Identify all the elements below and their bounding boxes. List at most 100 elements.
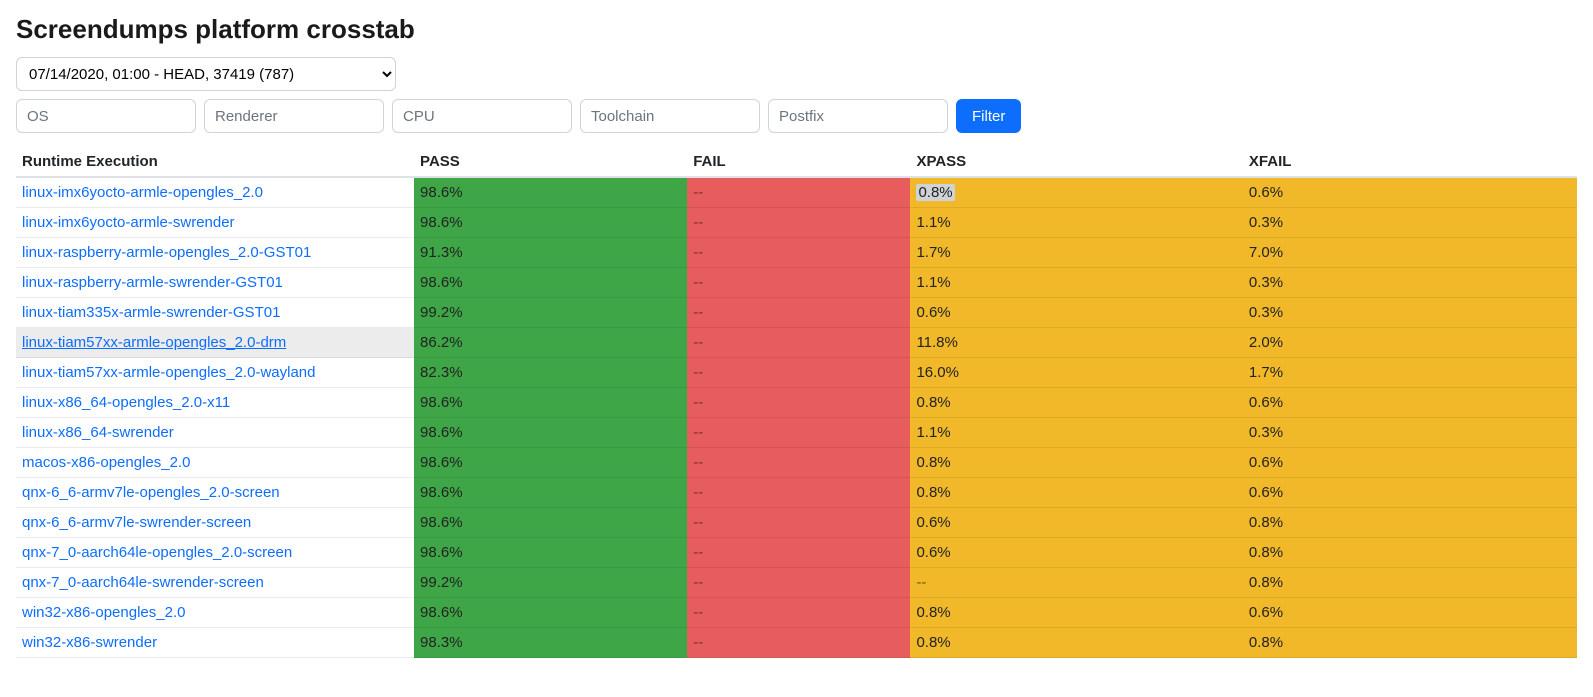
fail-cell[interactable]: -- [687, 358, 910, 388]
filter-button[interactable]: Filter [956, 99, 1021, 133]
col-header-fail[interactable]: FAIL [687, 147, 910, 177]
xpass-cell[interactable]: 0.6% [910, 508, 1242, 538]
runtime-link[interactable]: win32-x86-opengles_2.0 [22, 604, 185, 621]
fail-cell[interactable]: -- [687, 628, 910, 658]
xfail-cell[interactable]: 7.0% [1243, 238, 1577, 268]
runtime-cell: linux-raspberry-armle-swrender-GST01 [16, 268, 414, 298]
fail-cell[interactable]: -- [687, 508, 910, 538]
xfail-cell[interactable]: 0.8% [1243, 628, 1577, 658]
pass-cell[interactable]: 98.3% [414, 628, 687, 658]
xfail-cell[interactable]: 0.6% [1243, 388, 1577, 418]
pass-cell[interactable]: 98.6% [414, 508, 687, 538]
runtime-link[interactable]: linux-imx6yocto-armle-opengles_2.0 [22, 184, 263, 201]
runtime-link[interactable]: linux-tiam57xx-armle-opengles_2.0-waylan… [22, 364, 315, 381]
table-row: linux-raspberry-armle-opengles_2.0-GST01… [16, 238, 1577, 268]
runtime-link[interactable]: qnx-6_6-armv7le-swrender-screen [22, 514, 251, 531]
runtime-link[interactable]: qnx-7_0-aarch64le-swrender-screen [22, 574, 264, 591]
runtime-link[interactable]: linux-imx6yocto-armle-swrender [22, 214, 235, 231]
postfix-filter-input[interactable] [768, 99, 948, 133]
xpass-cell[interactable]: 0.8% [910, 177, 1242, 208]
table-row: linux-imx6yocto-armle-opengles_2.0 98.6%-… [16, 177, 1577, 208]
runtime-link[interactable]: win32-x86-swrender [22, 634, 157, 651]
fail-cell[interactable]: -- [687, 298, 910, 328]
xfail-cell[interactable]: 0.3% [1243, 418, 1577, 448]
xpass-cell[interactable]: 1.1% [910, 208, 1242, 238]
col-header-pass[interactable]: PASS [414, 147, 687, 177]
fail-cell[interactable]: -- [687, 177, 910, 208]
build-select[interactable]: 07/14/2020, 01:00 - HEAD, 37419 (787) [16, 57, 396, 91]
xfail-cell[interactable]: 0.6% [1243, 177, 1577, 208]
runtime-link[interactable]: linux-x86_64-opengles_2.0-x11 [22, 394, 230, 411]
page-title: Screendumps platform crosstab [16, 14, 1577, 45]
pass-cell[interactable]: 99.2% [414, 298, 687, 328]
xpass-cell[interactable]: 0.8% [910, 388, 1242, 418]
runtime-link[interactable]: linux-x86_64-swrender [22, 424, 174, 441]
fail-cell[interactable]: -- [687, 598, 910, 628]
table-row: win32-x86-swrender98.3%--0.8%0.8% [16, 628, 1577, 658]
os-filter-input[interactable] [16, 99, 196, 133]
xpass-cell[interactable]: 0.8% [910, 478, 1242, 508]
renderer-filter-input[interactable] [204, 99, 384, 133]
fail-cell[interactable]: -- [687, 538, 910, 568]
pass-cell[interactable]: 98.6% [414, 388, 687, 418]
pass-cell[interactable]: 98.6% [414, 538, 687, 568]
xpass-cell[interactable]: 0.8% [910, 448, 1242, 478]
fail-cell[interactable]: -- [687, 328, 910, 358]
pass-cell[interactable]: 98.6% [414, 208, 687, 238]
pass-cell[interactable]: 98.6% [414, 418, 687, 448]
xpass-cell[interactable]: 11.8% [910, 328, 1242, 358]
runtime-link[interactable]: linux-raspberry-armle-swrender-GST01 [22, 274, 283, 291]
fail-cell[interactable]: -- [687, 208, 910, 238]
fail-cell[interactable]: -- [687, 238, 910, 268]
fail-cell[interactable]: -- [687, 388, 910, 418]
fail-cell[interactable]: -- [687, 478, 910, 508]
col-header-runtime[interactable]: Runtime Execution [16, 147, 414, 177]
pass-cell[interactable]: 98.6% [414, 268, 687, 298]
xpass-cell[interactable]: 1.1% [910, 418, 1242, 448]
xfail-cell[interactable]: 0.8% [1243, 508, 1577, 538]
fail-cell[interactable]: -- [687, 418, 910, 448]
xpass-cell[interactable]: -- [910, 568, 1242, 598]
runtime-cell: qnx-7_0-aarch64le-opengles_2.0-screen [16, 538, 414, 568]
fail-cell[interactable]: -- [687, 448, 910, 478]
xfail-cell[interactable]: 1.7% [1243, 358, 1577, 388]
pass-cell[interactable]: 99.2% [414, 568, 687, 598]
xfail-cell[interactable]: 0.8% [1243, 568, 1577, 598]
fail-cell[interactable]: -- [687, 568, 910, 598]
xfail-cell[interactable]: 0.3% [1243, 298, 1577, 328]
xpass-cell[interactable]: 16.0% [910, 358, 1242, 388]
runtime-link[interactable]: qnx-7_0-aarch64le-opengles_2.0-screen [22, 544, 292, 561]
xpass-cell[interactable]: 0.6% [910, 298, 1242, 328]
xfail-cell[interactable]: 0.6% [1243, 478, 1577, 508]
xpass-cell[interactable]: 0.8% [910, 628, 1242, 658]
table-row: linux-x86_64-swrender 98.6%--1.1%0.3% [16, 418, 1577, 448]
xpass-cell[interactable]: 0.6% [910, 538, 1242, 568]
xpass-cell[interactable]: 1.1% [910, 268, 1242, 298]
runtime-cell: linux-tiam57xx-armle-opengles_2.0-waylan… [16, 358, 414, 388]
xfail-cell[interactable]: 0.6% [1243, 598, 1577, 628]
pass-cell[interactable]: 86.2% [414, 328, 687, 358]
xfail-cell[interactable]: 0.8% [1243, 538, 1577, 568]
runtime-link[interactable]: macos-x86-opengles_2.0 [22, 454, 190, 471]
pass-cell[interactable]: 82.3% [414, 358, 687, 388]
xfail-cell[interactable]: 2.0% [1243, 328, 1577, 358]
runtime-link[interactable]: linux-tiam57xx-armle-opengles_2.0-drm [22, 334, 286, 351]
col-header-xpass[interactable]: XPASS [910, 147, 1242, 177]
xfail-cell[interactable]: 0.3% [1243, 268, 1577, 298]
col-header-xfail[interactable]: XFAIL [1243, 147, 1577, 177]
runtime-link[interactable]: qnx-6_6-armv7le-opengles_2.0-screen [22, 484, 280, 501]
xpass-cell[interactable]: 0.8% [910, 598, 1242, 628]
fail-cell[interactable]: -- [687, 268, 910, 298]
xfail-cell[interactable]: 0.3% [1243, 208, 1577, 238]
runtime-link[interactable]: linux-raspberry-armle-opengles_2.0-GST01 [22, 244, 311, 261]
pass-cell[interactable]: 98.6% [414, 448, 687, 478]
toolchain-filter-input[interactable] [580, 99, 760, 133]
xpass-cell[interactable]: 1.7% [910, 238, 1242, 268]
runtime-link[interactable]: linux-tiam335x-armle-swrender-GST01 [22, 304, 280, 321]
pass-cell[interactable]: 98.6% [414, 598, 687, 628]
pass-cell[interactable]: 91.3% [414, 238, 687, 268]
pass-cell[interactable]: 98.6% [414, 478, 687, 508]
pass-cell[interactable]: 98.6% [414, 177, 687, 208]
cpu-filter-input[interactable] [392, 99, 572, 133]
xfail-cell[interactable]: 0.6% [1243, 448, 1577, 478]
